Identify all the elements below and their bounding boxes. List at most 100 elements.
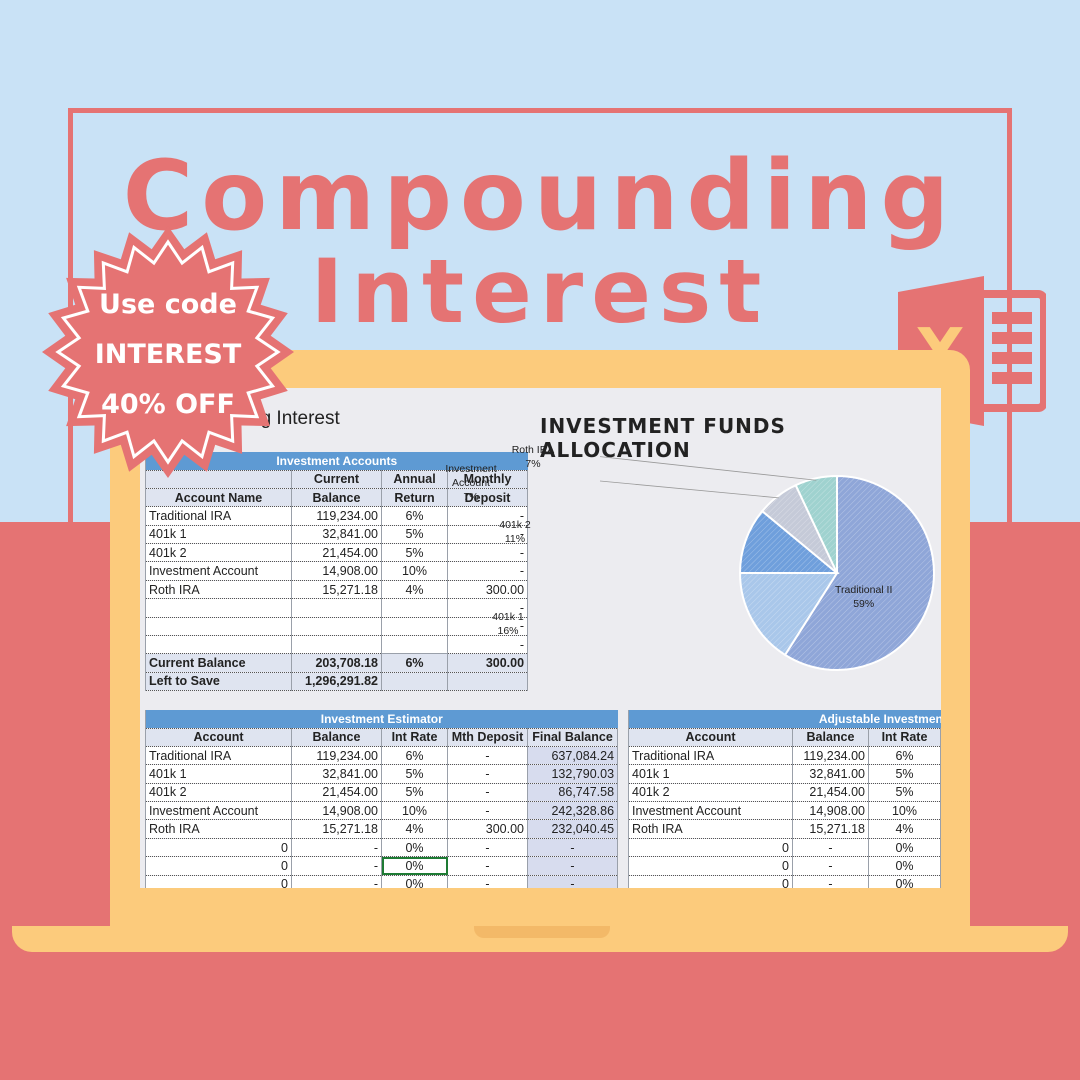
table-cell[interactable]: 4% [381, 580, 448, 600]
table-cell[interactable] [381, 617, 448, 637]
table-cell[interactable]: 119,234.00 [792, 746, 869, 766]
header-cell[interactable]: Balance [291, 728, 382, 747]
table-cell[interactable] [145, 617, 292, 637]
table-cell[interactable]: - [447, 746, 528, 766]
table-cell[interactable]: 15,271.18 [291, 580, 382, 600]
table-cell[interactable]: 6% [868, 746, 941, 766]
table-cell[interactable]: Investment Account [628, 801, 793, 821]
table-cell[interactable]: Investment Account [145, 801, 292, 821]
table-cell[interactable]: 5% [381, 543, 448, 563]
header-cell[interactable]: Deposit [447, 488, 529, 508]
header-cell[interactable]: Account Name [145, 488, 292, 508]
table-cell[interactable]: 0% [381, 856, 448, 876]
table-cell[interactable]: 10% [381, 561, 448, 581]
table-cell[interactable]: Investment Account [145, 561, 292, 581]
table-cell[interactable]: 5% [868, 764, 941, 784]
table-cell[interactable]: 5% [381, 764, 448, 784]
table-cell[interactable]: 401k 2 [145, 543, 292, 563]
table-cell[interactable]: 0% [868, 856, 941, 876]
table-cell[interactable]: 0% [868, 875, 941, 888]
table-cell[interactable]: - [447, 856, 528, 876]
table-cell[interactable]: 401k 1 [145, 525, 292, 545]
table-cell[interactable] [940, 838, 941, 858]
table-cell[interactable]: 10% [868, 801, 941, 821]
table-cell[interactable]: - [792, 838, 869, 858]
table-cell[interactable] [940, 801, 941, 821]
table-cell[interactable] [940, 856, 941, 876]
table-cell[interactable]: - [291, 838, 382, 858]
table-cell[interactable]: - [447, 543, 529, 563]
table-cell[interactable]: 0% [868, 838, 941, 858]
table-cell[interactable]: 401k 2 [145, 783, 292, 803]
table-cell[interactable] [145, 598, 292, 618]
table-cell[interactable]: 10% [381, 801, 448, 821]
table-cell[interactable]: 6% [381, 506, 448, 526]
table-cell[interactable] [940, 875, 941, 888]
table-cell[interactable]: Traditional IRA [145, 746, 292, 766]
table-cell[interactable]: 401k 1 [145, 764, 292, 784]
table-cell[interactable]: 15,271.18 [792, 819, 869, 839]
table-cell[interactable]: 0 [145, 856, 292, 876]
header-cell[interactable]: Mth Deposit [447, 728, 528, 747]
table-cell[interactable]: 0% [381, 875, 448, 888]
table-cell[interactable]: 132,790.03 [527, 764, 619, 784]
table-cell[interactable]: 5% [868, 783, 941, 803]
header-cell[interactable]: Return [381, 488, 448, 508]
table-cell[interactable]: 4% [381, 819, 448, 839]
table-cell[interactable]: - [447, 561, 529, 581]
table-cell[interactable]: - [291, 856, 382, 876]
table-cell[interactable]: 86,747.58 [527, 783, 619, 803]
table-cell[interactable]: Traditional IRA [628, 746, 793, 766]
table-cell[interactable] [291, 635, 382, 655]
current-balance-total[interactable]: 203,708.18 [291, 653, 382, 673]
table-cell[interactable]: - [527, 856, 619, 876]
current-balance-return[interactable]: 6% [381, 653, 448, 673]
header-cell[interactable]: Annual [381, 470, 448, 489]
table-cell[interactable]: - [792, 856, 869, 876]
table-cell[interactable]: 300.00 [447, 819, 528, 839]
table-cell[interactable] [940, 783, 941, 803]
table-cell[interactable]: 401k 2 [628, 783, 793, 803]
table-cell[interactable]: 32,841.00 [291, 525, 382, 545]
left-to-save-value[interactable]: 1,296,291.82 [291, 672, 382, 692]
table-cell[interactable]: 14,908.00 [291, 561, 382, 581]
header-cell[interactable]: Int Rate [868, 728, 941, 747]
table-cell[interactable]: 5% [381, 525, 448, 545]
header-cell[interactable] [145, 470, 292, 489]
table-cell[interactable]: 0 [145, 838, 292, 858]
table-cell[interactable]: 15,271.18 [291, 819, 382, 839]
table-cell[interactable]: 0 [628, 875, 793, 888]
header-cell[interactable]: Account [145, 728, 292, 747]
table-cell[interactable]: 300.00 [447, 580, 529, 600]
header-cell[interactable]: Int Rate [381, 728, 448, 747]
header-cell[interactable]: Current [291, 470, 382, 489]
table-cell[interactable] [940, 746, 941, 766]
table-cell[interactable] [940, 764, 941, 784]
header-cell[interactable]: Account [628, 728, 793, 747]
current-balance-deposit[interactable]: 300.00 [447, 653, 529, 673]
table-cell[interactable]: 5% [381, 783, 448, 803]
table-cell[interactable]: Roth IRA [628, 819, 793, 839]
table-cell[interactable]: 0 [145, 875, 292, 888]
table-cell[interactable]: 32,841.00 [792, 764, 869, 784]
table-cell[interactable]: Traditional IRA [145, 506, 292, 526]
table-cell[interactable] [291, 598, 382, 618]
table-cell[interactable]: 14,908.00 [792, 801, 869, 821]
table-cell[interactable]: 32,841.00 [291, 764, 382, 784]
left-to-save-cell[interactable] [381, 672, 448, 692]
table-cell[interactable]: - [447, 875, 528, 888]
header-cell[interactable] [940, 728, 941, 747]
table-cell[interactable]: Roth IRA [145, 580, 292, 600]
table-cell[interactable]: 119,234.00 [291, 746, 382, 766]
table-cell[interactable]: 14,908.00 [291, 801, 382, 821]
header-cell[interactable]: Balance [291, 488, 382, 508]
table-cell[interactable] [145, 635, 292, 655]
table-cell[interactable]: 232,040.45 [527, 819, 619, 839]
table-cell[interactable]: - [447, 635, 529, 655]
table-cell[interactable]: - [447, 801, 528, 821]
header-cell[interactable]: Final Balance [527, 728, 619, 747]
table-cell[interactable]: - [447, 617, 529, 637]
table-cell[interactable]: - [447, 525, 529, 545]
table-cell[interactable]: 21,454.00 [792, 783, 869, 803]
header-cell[interactable]: Monthly [447, 470, 529, 489]
